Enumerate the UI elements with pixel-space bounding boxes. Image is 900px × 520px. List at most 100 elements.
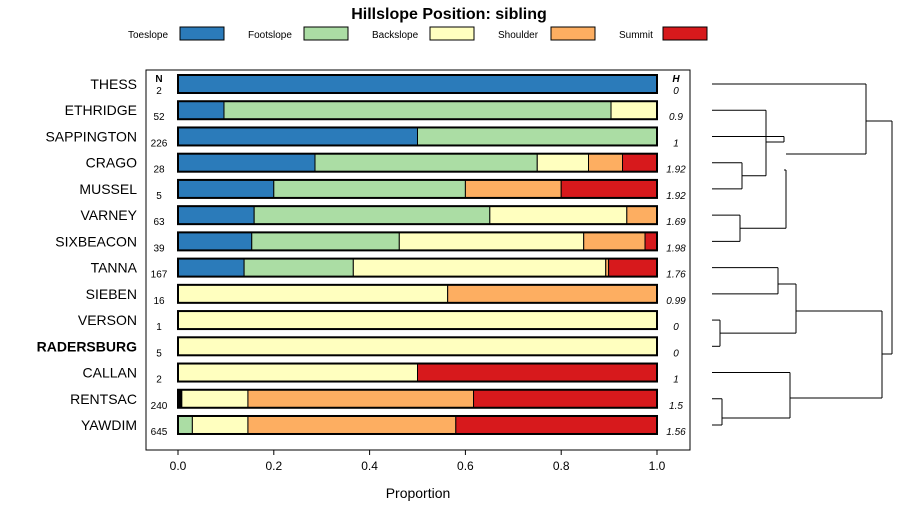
row-h-value: 1.98 xyxy=(666,243,686,254)
row-label: RENTSAC xyxy=(70,391,137,407)
plot-frame xyxy=(145,69,691,451)
row-crago: CRAGO 28 1.92 xyxy=(86,152,686,176)
bar-outline xyxy=(177,257,658,278)
x-tick-label: 0.2 xyxy=(265,459,282,473)
row-h-value: 1.56 xyxy=(666,427,686,438)
row-mussel: MUSSEL 5 1.92 xyxy=(79,178,686,202)
legend-label-shoulder: Shoulder xyxy=(498,30,539,41)
bar-segment-toeslope xyxy=(177,205,255,225)
bar-segment-summit xyxy=(608,258,658,278)
x-tick-label: 0.8 xyxy=(553,459,570,473)
bar-segment-footslope xyxy=(273,179,466,199)
legend-label-backslope: Backslope xyxy=(372,30,419,41)
legend-swatch-shoulder xyxy=(550,26,596,41)
row-verson: VERSON 1 0 xyxy=(78,310,679,333)
bar-segment-summit xyxy=(644,231,658,251)
legend: Toeslope Footslope Backslope Shoulder Summit xyxy=(128,26,708,41)
legend-label-summit: Summit xyxy=(619,30,653,41)
bar-segment-toeslope xyxy=(177,126,418,146)
row-label: MUSSEL xyxy=(79,181,137,197)
legend-swatch-toeslope xyxy=(179,26,225,41)
bar-segment-shoulder xyxy=(247,389,475,409)
bar-segment-toeslope xyxy=(177,258,245,278)
bar-outline xyxy=(177,205,658,226)
row-n-value: 2 xyxy=(156,375,162,386)
row-sappington: SAPPINGTON 226 1 xyxy=(45,126,679,149)
x-axis-label: Proportion xyxy=(386,485,451,501)
bar-segment-shoulder xyxy=(626,205,658,225)
row-h-value: 1 xyxy=(673,375,679,386)
bar-outline xyxy=(177,362,658,383)
h-header: H xyxy=(672,74,680,85)
row-h-value: 0 xyxy=(673,86,679,97)
bar-outline xyxy=(177,100,658,121)
row-n-value: 52 xyxy=(153,112,165,123)
row-n-value: 167 xyxy=(151,270,168,281)
row-n-value: 1 xyxy=(156,322,162,333)
chart-title: Hillslope Position: sibling xyxy=(351,6,547,23)
bar-segment-footslope xyxy=(177,415,193,435)
row-label: TANNA xyxy=(91,260,138,276)
bar-segment-backslope xyxy=(489,205,628,225)
row-n-value: 645 xyxy=(151,427,168,438)
bar-segment-backslope xyxy=(177,336,658,356)
row-radersburg: RADERSBURG 5 0 xyxy=(37,336,679,359)
row-h-value: 1.76 xyxy=(666,270,686,281)
bar-segment-shoulder xyxy=(247,415,457,435)
row-label: RADERSBURG xyxy=(37,338,137,354)
row-n-value: 5 xyxy=(156,348,162,359)
legend-swatch-backslope xyxy=(429,26,475,41)
bar-segment-footslope xyxy=(314,153,538,173)
bar-outline xyxy=(177,336,658,357)
bar-segment-footslope xyxy=(253,205,491,225)
bar-outline xyxy=(177,231,658,252)
x-tick-label: 0.6 xyxy=(457,459,474,473)
x-tick-label: 1.0 xyxy=(649,459,666,473)
row-ethridge: ETHRIDGE 52 0.9 xyxy=(65,100,683,123)
row-n-value: 28 xyxy=(153,165,165,176)
bar-segment-backslope xyxy=(352,258,607,278)
row-h-value: 0 xyxy=(673,348,679,359)
bar-segment-footslope xyxy=(417,126,658,146)
bar-outline xyxy=(177,414,658,435)
bar-segment-backslope xyxy=(398,231,585,251)
bar-segment-backslope xyxy=(610,100,658,120)
row-n-value: 226 xyxy=(151,138,168,149)
bar-segment-backslope xyxy=(181,389,249,409)
row-h-value: 1.92 xyxy=(666,165,686,176)
bar-segment-shoulder xyxy=(588,153,624,173)
row-label: ETHRIDGE xyxy=(65,102,137,118)
bar-segment-shoulder xyxy=(464,179,562,199)
row-n-value: 16 xyxy=(153,296,165,307)
bar-segment-backslope xyxy=(191,415,249,435)
row-label: CRAGO xyxy=(86,155,137,171)
row-n-value: 2 xyxy=(156,86,162,97)
bar-segment-footslope xyxy=(251,231,400,251)
row-label: SAPPINGTON xyxy=(45,128,137,144)
row-h-value: 1.5 xyxy=(669,401,683,412)
bar-segment-shoulder xyxy=(583,231,646,251)
bar-segment-footslope xyxy=(243,258,354,278)
row-varney: VARNEY 63 1.69 xyxy=(80,205,686,228)
bar-segment-backslope xyxy=(536,153,590,173)
row-label: VERSON xyxy=(78,312,137,328)
legend-swatch-summit xyxy=(662,26,708,41)
row-rentsac: RENTSAC 240 1.5 xyxy=(70,388,683,412)
bar-segment-summit xyxy=(560,179,658,199)
legend-swatch-footslope xyxy=(303,26,349,41)
bar-outline xyxy=(177,178,658,199)
n-header: N xyxy=(155,74,162,85)
row-yawdim: YAWDIM 645 1.56 xyxy=(81,414,686,438)
row-label: SIEBEN xyxy=(86,286,137,302)
bar-segment-backslope xyxy=(177,310,658,330)
row-label: SIXBEACON xyxy=(55,233,137,249)
bar-segment-toeslope xyxy=(177,153,316,173)
row-callan: CALLAN 2 1 xyxy=(83,362,679,386)
x-axis: 0.0 0.2 0.4 0.6 0.8 1.0 xyxy=(170,450,666,473)
row-h-value: 0.9 xyxy=(669,112,683,123)
row-h-value: 1.92 xyxy=(666,191,686,202)
row-sixbeacon: SIXBEACON 39 1.98 xyxy=(55,231,686,254)
bar-outline xyxy=(177,310,658,331)
